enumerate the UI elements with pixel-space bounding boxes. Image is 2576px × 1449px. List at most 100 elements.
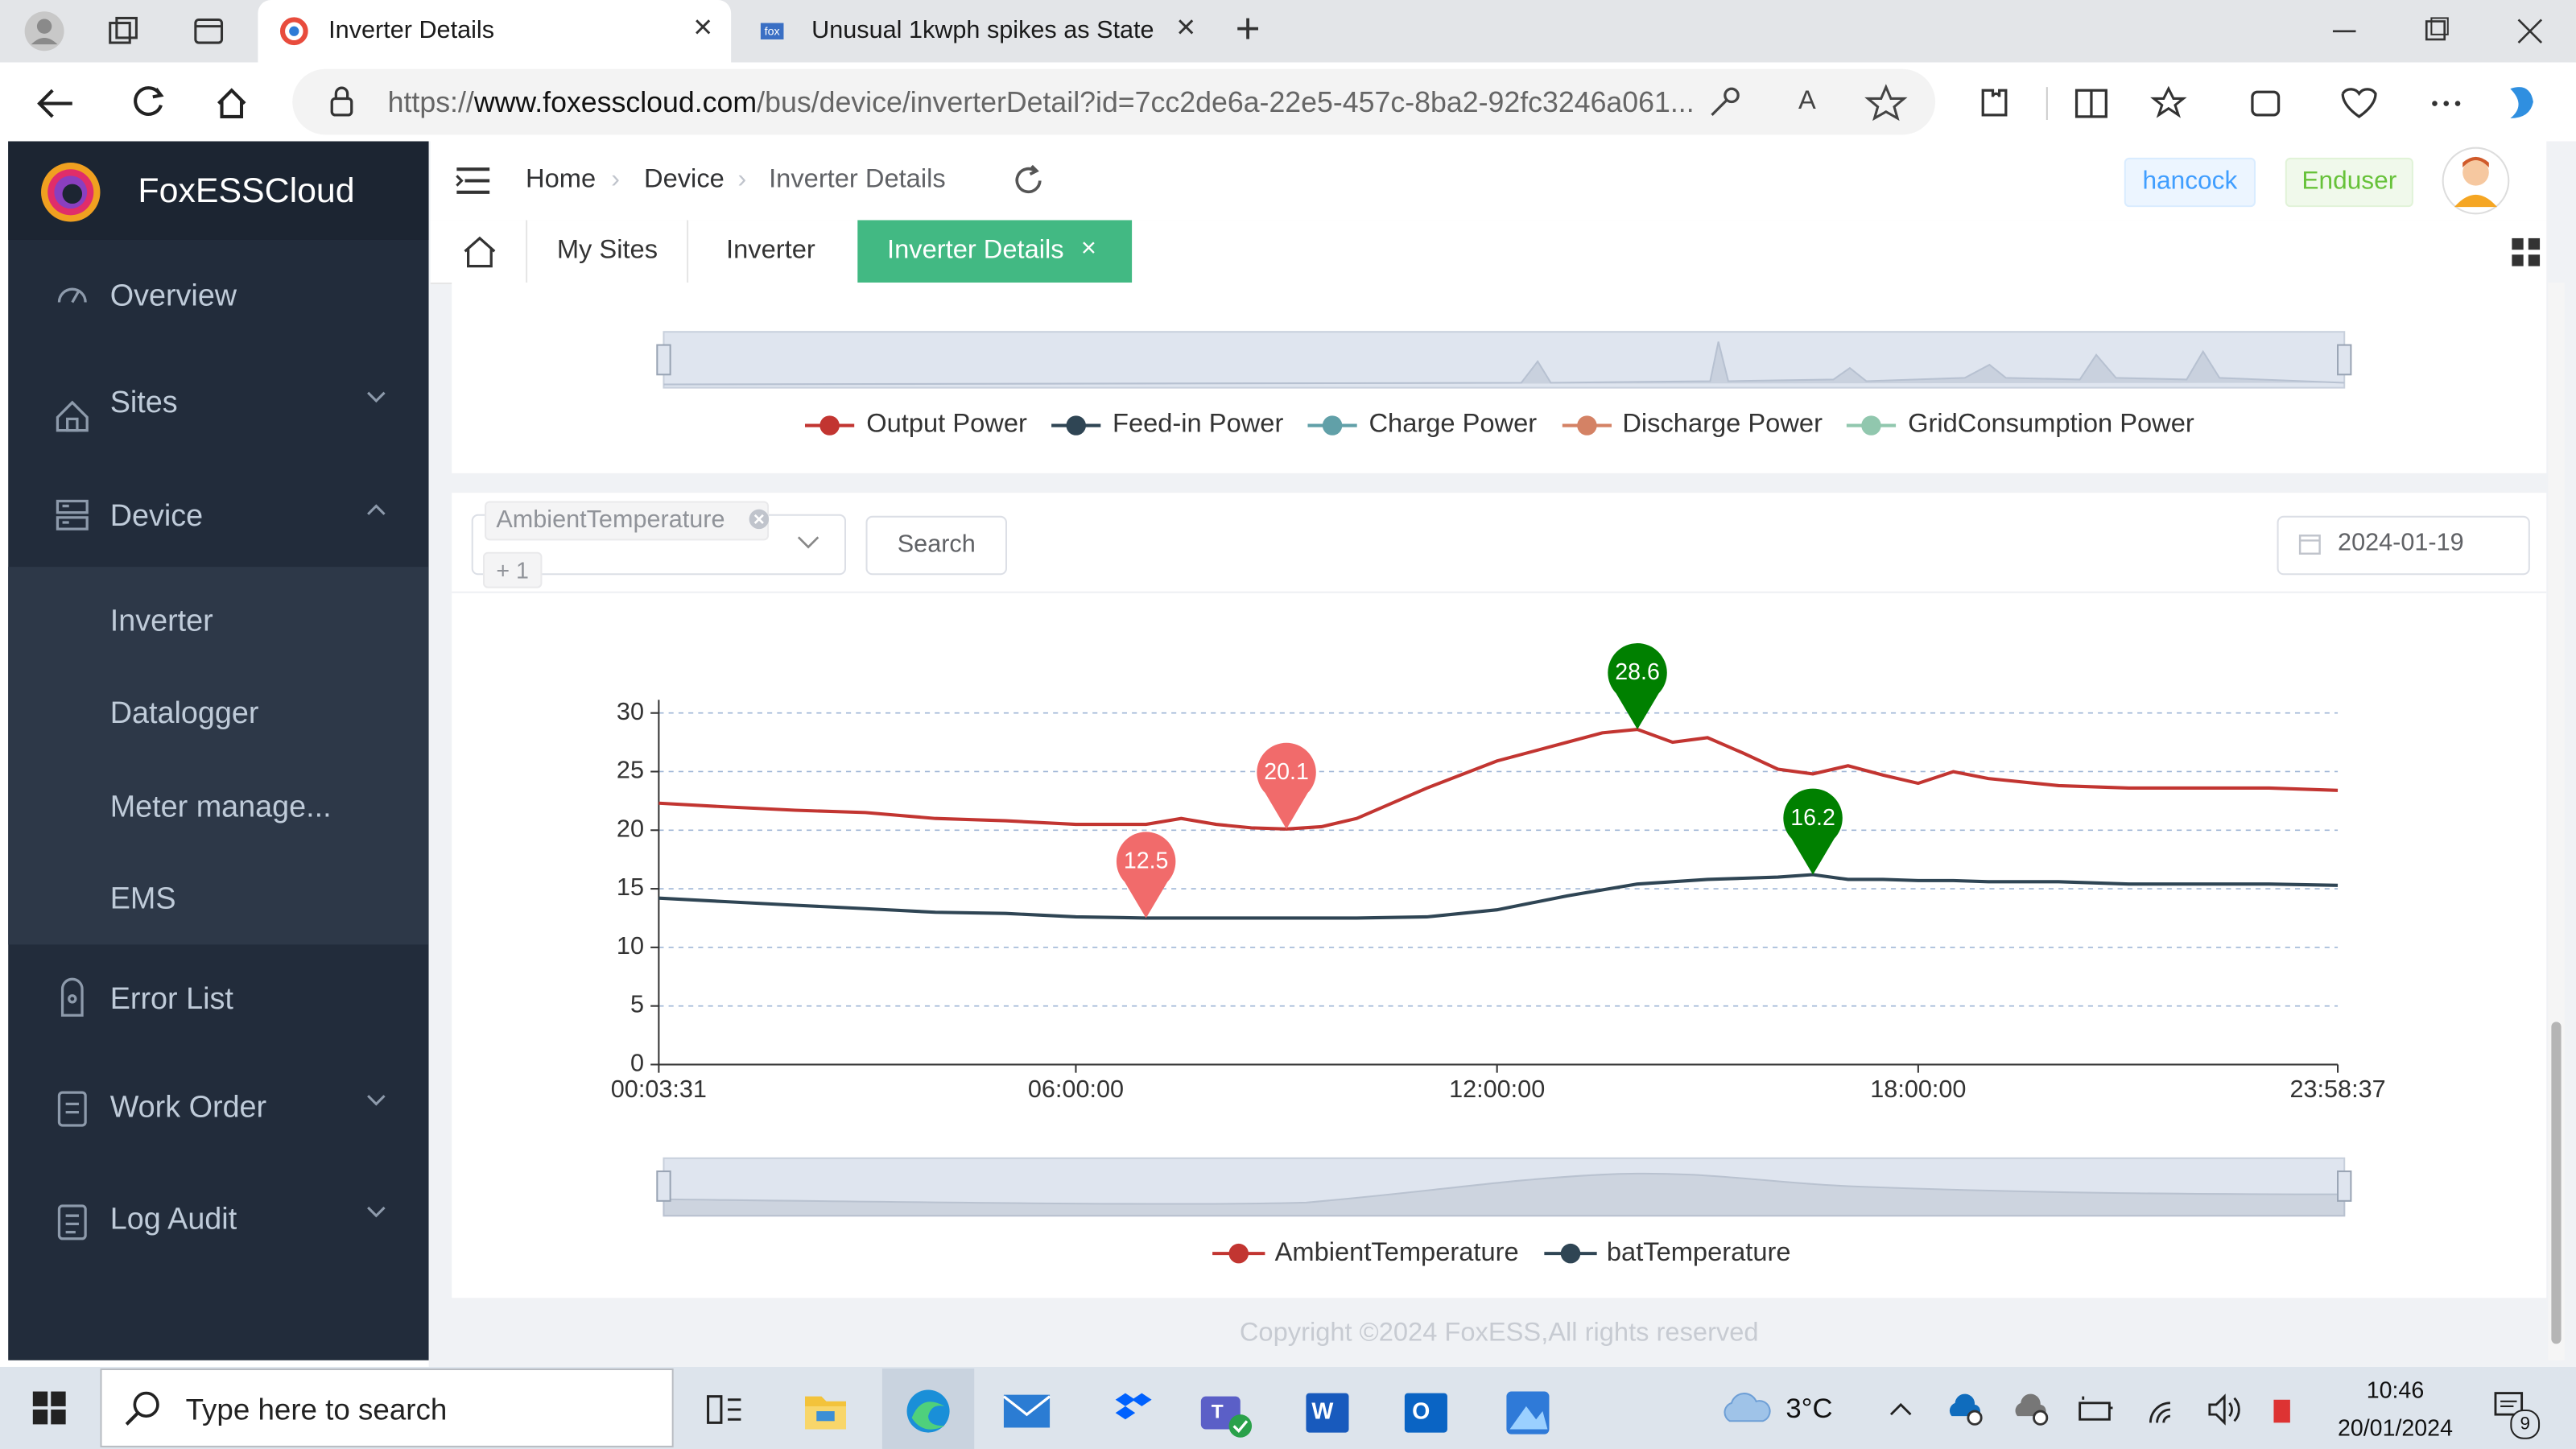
zoom-slider-preview xyxy=(663,1172,2346,1217)
submenu-item[interactable]: EMS xyxy=(109,880,176,915)
breadcrumb[interactable]: Home xyxy=(526,166,597,194)
marker-label: 28.6 xyxy=(1615,659,1660,685)
submenu-item[interactable]: Inverter xyxy=(109,602,213,638)
active-tab[interactable] xyxy=(258,0,732,63)
legend-symbol xyxy=(1847,415,1897,436)
taskbar-search[interactable] xyxy=(100,1368,674,1447)
notification-count: 9 xyxy=(2510,1410,2541,1439)
legend-item[interactable]: GridConsumption Power xyxy=(1846,409,2194,442)
collections-icon[interactable] xyxy=(105,13,142,49)
search-button[interactable]: Search xyxy=(865,515,1008,576)
refresh-icon[interactable] xyxy=(1010,163,1046,199)
browser-extensions[interactable] xyxy=(1971,82,2563,125)
start-button[interactable] xyxy=(31,1390,68,1426)
notification-icon[interactable] xyxy=(2492,1390,2529,1426)
submenu-item[interactable]: Datalogger xyxy=(109,695,259,730)
legend-label: Output Power xyxy=(866,411,1027,439)
address-actions[interactable]: A xyxy=(1705,82,1918,122)
submenu xyxy=(8,567,429,945)
svg-text:W: W xyxy=(1311,1399,1333,1425)
tab-divider xyxy=(687,220,689,283)
x-tick-label: 18:00:00 xyxy=(1870,1075,1966,1103)
menu-item[interactable]: Log Audit xyxy=(109,1200,237,1236)
clock-time[interactable]: 10:46 xyxy=(2366,1377,2425,1403)
tab-favicon: fox xyxy=(760,23,784,39)
nav-buttons[interactable] xyxy=(33,82,279,125)
tab-close[interactable]: × xyxy=(1176,10,1196,47)
legend-label[interactable]: AmbientTemperature xyxy=(1275,1236,1519,1266)
legend-label[interactable]: batTemperature xyxy=(1607,1236,1791,1266)
marker-pin xyxy=(1608,643,1667,730)
zoom-handle[interactable] xyxy=(656,1170,671,1202)
marker-pin xyxy=(1783,788,1843,875)
new-tab[interactable]: + xyxy=(1235,3,1261,53)
grid-menu[interactable] xyxy=(2510,237,2543,270)
y-tick-label: 20 xyxy=(617,815,644,842)
date-value: 2024-01-19 xyxy=(2338,529,2464,557)
weather[interactable]: 3°C xyxy=(1785,1393,1833,1425)
hamburger[interactable] xyxy=(455,164,491,197)
tab-actions-icon[interactable] xyxy=(191,13,227,49)
page-tab[interactable]: Inverter xyxy=(726,236,815,265)
tab-close[interactable]: × xyxy=(693,10,713,47)
brand-name: FoxESSCloud xyxy=(138,172,355,211)
svg-text:fox: fox xyxy=(765,26,780,39)
avatar[interactable] xyxy=(2442,147,2511,216)
menu-item[interactable]: Device xyxy=(109,497,204,533)
taskbar-apps[interactable]: T W O xyxy=(698,1383,1585,1439)
legend-label: Charge Power xyxy=(1368,411,1538,439)
page-tab-active[interactable] xyxy=(857,220,1133,283)
menu-item[interactable]: Overview xyxy=(109,277,237,312)
breadcrumb: Inverter Details xyxy=(769,166,946,194)
page-tab-close[interactable]: × xyxy=(1080,234,1096,263)
address-bar[interactable] xyxy=(292,68,1936,135)
marker-label: 20.1 xyxy=(1264,759,1309,785)
svg-text:A: A xyxy=(1798,85,1816,114)
brand-logo xyxy=(41,163,101,222)
home-tab[interactable] xyxy=(461,235,497,268)
page-tab[interactable]: Inverter Details xyxy=(887,236,1064,265)
window-controls[interactable] xyxy=(2326,13,2573,49)
legend-label: Discharge Power xyxy=(1622,411,1823,439)
profile-icon[interactable] xyxy=(23,10,66,52)
legend-symbol xyxy=(1307,415,1358,436)
breadcrumb[interactable]: Device xyxy=(643,166,724,194)
legend-item[interactable]: Output Power xyxy=(804,409,1027,442)
legend-item[interactable]: Discharge Power xyxy=(1560,409,1823,442)
series-line xyxy=(658,728,2339,831)
legend-item[interactable]: Feed-in Power xyxy=(1050,409,1283,442)
lock-icon[interactable] xyxy=(327,85,357,118)
url[interactable]: https://www.foxesscloud.com/bus/device/i… xyxy=(388,85,1695,120)
scrollbar-thumb[interactable] xyxy=(2551,1022,2562,1344)
search-icon xyxy=(125,1391,159,1426)
svg-text:T: T xyxy=(1212,1402,1224,1423)
legend-label: GridConsumption Power xyxy=(1908,411,2194,439)
marker-label: 12.5 xyxy=(1124,848,1169,874)
menu-item[interactable]: Work Order xyxy=(109,1089,267,1124)
url-path: /bus/device/inverterDetail?id=7cc2de6a-2… xyxy=(757,85,1695,118)
legend-symbol xyxy=(805,415,855,436)
menu-item[interactable]: Sites xyxy=(109,384,178,419)
weather-icon xyxy=(1724,1393,1771,1422)
power-zoom-slider[interactable] xyxy=(650,328,2359,394)
x-tick-label: 12:00:00 xyxy=(1449,1075,1545,1103)
menu-item[interactable]: Error List xyxy=(109,980,233,1016)
clock-date[interactable]: 20/01/2024 xyxy=(2337,1414,2453,1441)
marker-pin xyxy=(1257,742,1316,829)
copyright: Copyright ©2024 FoxESS,All rights reserv… xyxy=(1239,1319,1759,1348)
zoom-handle[interactable] xyxy=(2337,1170,2352,1202)
system-tray[interactable] xyxy=(1883,1386,2293,1432)
legend-item[interactable]: Charge Power xyxy=(1307,409,1537,442)
y-tick-label: 5 xyxy=(630,991,644,1018)
y-tick-label: 25 xyxy=(617,757,644,784)
search-placeholder: Type here to search xyxy=(185,1393,448,1426)
legend-label: Feed-in Power xyxy=(1113,411,1284,439)
series-line xyxy=(658,873,2339,920)
y-tick-label: 30 xyxy=(617,698,644,725)
calendar-icon xyxy=(2298,535,2321,555)
submenu-item[interactable]: Meter manage... xyxy=(109,788,332,824)
y-tick-label: 10 xyxy=(617,932,644,960)
page-tab[interactable]: My Sites xyxy=(556,236,658,265)
tag-close[interactable] xyxy=(748,508,771,531)
